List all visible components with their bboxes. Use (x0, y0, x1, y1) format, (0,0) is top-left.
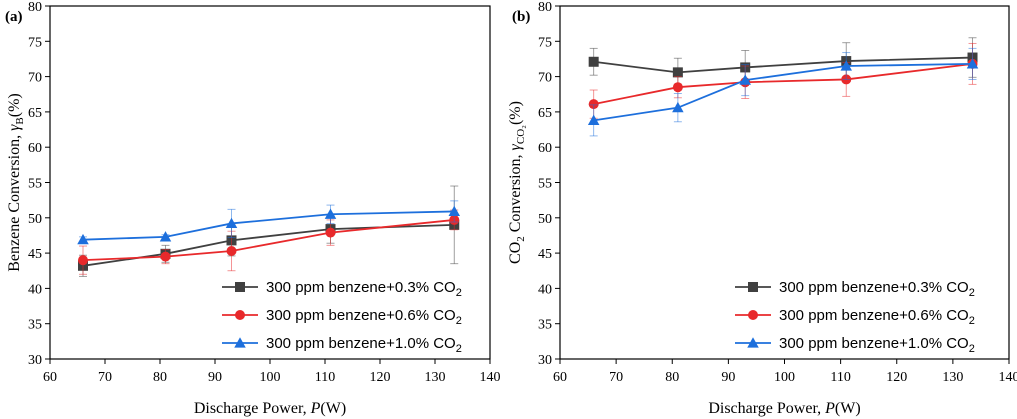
series-1 (588, 42, 978, 119)
y-tick-label: 65 (28, 106, 42, 121)
data-point (159, 231, 172, 242)
x-axis-title: Discharge Power, P(W) (194, 400, 346, 417)
data-point (325, 227, 336, 238)
series-2 (587, 47, 979, 137)
x-tick-label: 120 (370, 370, 391, 385)
data-point (226, 245, 237, 256)
x-tick-label: 90 (208, 370, 222, 385)
data-point (448, 205, 460, 217)
data-point (739, 74, 751, 85)
y-axis-title: CO2 Conversion, γCO₂(%) (507, 101, 527, 264)
panel-a: 60 70 80 90 100 110 120 130 140 30 35 40 45 50 55 60 65 7… (5, 0, 501, 417)
x-tick-label: 130 (942, 370, 963, 385)
x-tick-label: 140 (480, 370, 501, 385)
y-tick-label: 30 (28, 353, 42, 368)
y-tick-label: 70 (28, 71, 42, 86)
data-point (78, 255, 88, 266)
series-line (82, 223, 455, 267)
y-tick-label: 45 (538, 247, 552, 262)
y-tick-label: 65 (538, 106, 552, 121)
data-point (672, 101, 684, 113)
y-tick-label: 75 (28, 35, 42, 50)
y-tick-label: 80 (538, 0, 552, 15)
x-axis-title: Discharge Power, P(W) (708, 400, 860, 417)
y-tick-label: 50 (28, 212, 42, 227)
legend-marker (235, 282, 245, 292)
legend: 300 ppm benzene+0.3% CO2 300 ppm benzene+… (222, 279, 462, 355)
legend-label: 300 ppm benzene+0.6% CO2 (266, 307, 462, 327)
y-tick-label: 60 (538, 141, 552, 156)
y-tick-label: 55 (28, 177, 42, 192)
data-point (966, 58, 979, 69)
legend-label: 300 ppm benzene+1.0% CO2 (779, 335, 975, 355)
y-tick-label: 60 (28, 141, 42, 156)
legend-marker (234, 337, 246, 348)
y-axis-title: Benzene Conversion, γB(%) (6, 93, 26, 272)
series-0 (588, 37, 978, 87)
data-point (77, 233, 89, 245)
legend-label: 300 ppm benzene+0.3% CO2 (779, 279, 975, 299)
x-tick-label: 80 (153, 370, 167, 385)
y-tick-label: 35 (538, 318, 552, 333)
y-tick-label: 30 (538, 353, 552, 368)
data-point (587, 114, 600, 125)
legend-marker (748, 282, 758, 292)
series-0 (78, 185, 460, 277)
x-tick-label: 80 (665, 370, 679, 385)
data-point (588, 99, 599, 110)
data-point (672, 82, 683, 93)
x-tick-label: 100 (260, 370, 281, 385)
x-tick-label: 100 (774, 370, 795, 385)
x-tick-label: 60 (43, 370, 57, 385)
data-point (160, 251, 171, 262)
legend-marker (748, 310, 758, 320)
data-point (225, 217, 238, 229)
x-tick-label: 110 (830, 370, 850, 385)
data-point (672, 67, 683, 78)
y-tick-label: 80 (28, 0, 42, 15)
y-tick-label: 40 (28, 282, 42, 297)
panel-b: 60 70 80 90 100 110 120 130 140 30 35 40 45 50 55 60 65 7… (507, 0, 1017, 417)
y-tick-label: 50 (538, 212, 552, 227)
data-point (588, 56, 599, 67)
y-tick-label: 70 (538, 71, 552, 86)
y-tick-label: 55 (538, 177, 552, 192)
x-tick-label: 70 (609, 370, 623, 385)
data-point (840, 60, 852, 71)
series-line (82, 219, 455, 262)
x-tick-label: 110 (315, 370, 335, 385)
x-tick-label: 130 (425, 370, 446, 385)
x-tick-label: 90 (721, 370, 735, 385)
panel-label: (a) (5, 9, 23, 25)
data-point (324, 208, 337, 219)
panel-label: (b) (512, 9, 530, 25)
y-tick-label: 75 (538, 35, 552, 50)
y-tick-label: 35 (28, 318, 42, 333)
y-tick-label: 45 (28, 247, 42, 262)
x-tick-label: 70 (98, 370, 112, 385)
x-tick-label: 60 (553, 370, 567, 385)
y-tick-label: 40 (538, 282, 552, 297)
legend-label: 300 ppm benzene+1.0% CO2 (266, 335, 462, 355)
x-tick-label: 140 (999, 370, 1017, 385)
legend: 300 ppm benzene+0.3% CO2 300 ppm benzene+… (735, 279, 975, 355)
legend-label: 300 ppm benzene+0.6% CO2 (779, 307, 975, 327)
legend-label: 300 ppm benzene+0.3% CO2 (266, 279, 462, 299)
x-tick-label: 120 (886, 370, 907, 385)
legend-marker (747, 337, 759, 348)
series-line (593, 62, 973, 106)
legend-marker (235, 310, 245, 320)
series-2 (77, 200, 460, 245)
